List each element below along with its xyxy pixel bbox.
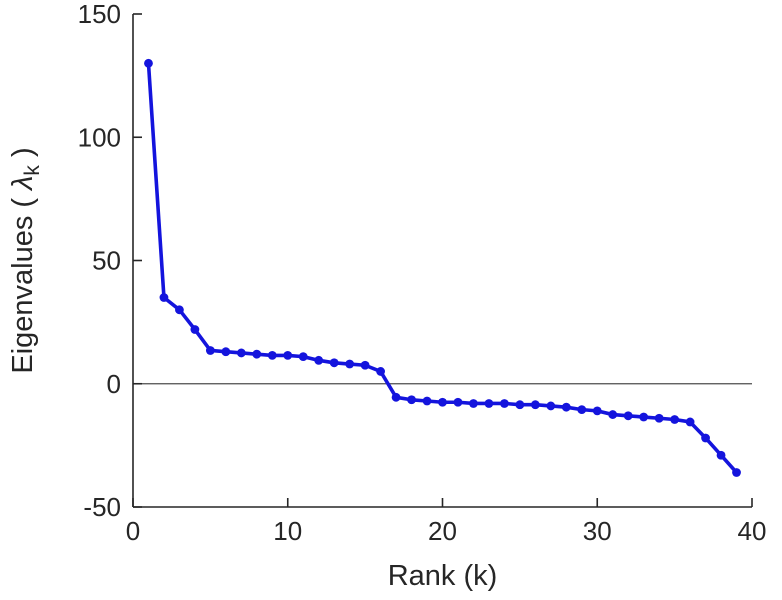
data-point-marker xyxy=(546,401,556,411)
data-point-marker xyxy=(205,346,215,355)
data-point-marker xyxy=(252,349,262,359)
data-point-marker xyxy=(267,351,277,360)
y-tick-label: 100 xyxy=(78,122,121,152)
data-point-marker xyxy=(190,325,200,334)
y-tick-label: -50 xyxy=(83,492,121,522)
y-axis-label: Eigenvalues ( λk ) xyxy=(7,147,44,373)
data-point-marker xyxy=(639,412,649,422)
data-point-marker xyxy=(283,351,293,360)
data-point-marker xyxy=(592,406,602,416)
data-point-marker xyxy=(144,58,153,68)
y-axis-label-prefix: Eigenvalues ( xyxy=(7,190,39,374)
data-point-marker xyxy=(360,360,370,370)
data-point-marker xyxy=(469,399,478,408)
x-tick-label: 20 xyxy=(428,516,457,546)
data-point-marker xyxy=(561,402,571,412)
data-point-marker xyxy=(484,399,494,408)
y-tick-label: 150 xyxy=(78,0,121,29)
data-point-marker xyxy=(391,392,401,402)
data-point-marker xyxy=(314,355,324,365)
data-point-marker xyxy=(329,358,339,368)
lambda-symbol: λ xyxy=(7,176,39,192)
data-point-marker xyxy=(422,396,432,406)
data-point-marker xyxy=(453,397,463,407)
y-tick-label: 0 xyxy=(107,369,121,399)
data-point-marker xyxy=(716,450,726,460)
x-tick-label: 0 xyxy=(126,516,140,546)
data-point-marker xyxy=(685,417,695,427)
x-tick-label: 10 xyxy=(273,516,302,546)
data-point-marker xyxy=(175,305,184,315)
lambda-subscript-k: k xyxy=(21,165,44,176)
x-tick-label: 30 xyxy=(583,516,612,546)
data-point-marker xyxy=(298,352,308,362)
x-axis-label: Rank (k) xyxy=(388,560,498,592)
data-point-marker xyxy=(500,399,509,408)
data-point-marker xyxy=(159,293,169,302)
data-point-marker xyxy=(438,397,447,407)
data-point-marker xyxy=(515,400,525,410)
y-axis-label-suffix: ) xyxy=(7,147,39,165)
data-point-marker xyxy=(623,411,633,421)
data-point-marker xyxy=(236,348,246,358)
data-point-marker xyxy=(345,359,355,369)
data-point-marker xyxy=(376,367,385,376)
data-point-marker xyxy=(654,413,664,423)
data-point-marker xyxy=(608,410,618,419)
data-point-marker xyxy=(577,405,587,415)
x-tick-label: 40 xyxy=(738,516,767,546)
data-point-marker xyxy=(530,400,540,410)
eigenvalues-line xyxy=(146,61,739,475)
y-tick-label: 50 xyxy=(92,246,121,276)
data-point-marker xyxy=(221,347,231,357)
data-point-marker xyxy=(732,468,741,477)
data-point-marker xyxy=(670,415,680,424)
data-point-marker xyxy=(701,433,710,443)
data-point-marker xyxy=(407,395,416,405)
